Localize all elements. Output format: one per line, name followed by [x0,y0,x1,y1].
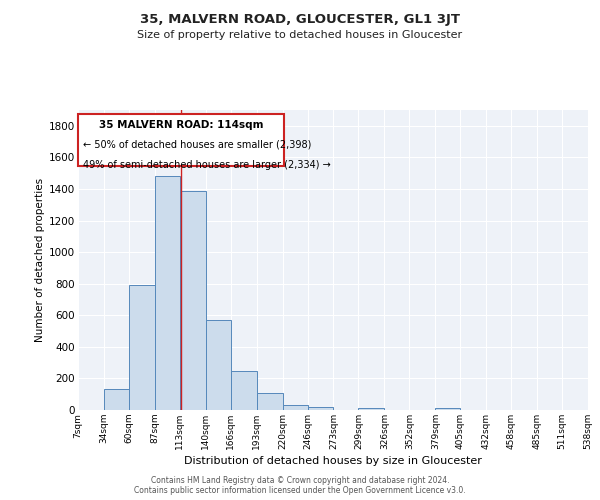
Bar [283,406,308,410]
Bar [231,370,257,410]
Text: 35 MALVERN ROAD: 114sqm: 35 MALVERN ROAD: 114sqm [99,120,263,130]
Text: ← 50% of detached houses are smaller (2,398): ← 50% of detached houses are smaller (2,… [83,140,311,149]
Text: Contains public sector information licensed under the Open Government Licence v3: Contains public sector information licen… [134,486,466,495]
Bar [358,408,385,410]
Y-axis label: Number of detached properties: Number of detached properties [35,178,45,342]
Text: Size of property relative to detached houses in Gloucester: Size of property relative to detached ho… [137,30,463,40]
Text: 35, MALVERN ROAD, GLOUCESTER, GL1 3JT: 35, MALVERN ROAD, GLOUCESTER, GL1 3JT [140,12,460,26]
Text: 49% of semi-detached houses are larger (2,334) →: 49% of semi-detached houses are larger (… [83,160,331,170]
Bar [129,286,155,410]
Bar [180,190,206,410]
FancyBboxPatch shape [78,114,284,166]
Bar [155,176,180,410]
Bar [104,390,129,410]
Bar [206,320,231,410]
Bar [308,407,334,410]
X-axis label: Distribution of detached houses by size in Gloucester: Distribution of detached houses by size … [184,456,482,466]
Text: Contains HM Land Registry data © Crown copyright and database right 2024.: Contains HM Land Registry data © Crown c… [151,476,449,485]
Bar [435,408,460,410]
Bar [257,392,283,410]
